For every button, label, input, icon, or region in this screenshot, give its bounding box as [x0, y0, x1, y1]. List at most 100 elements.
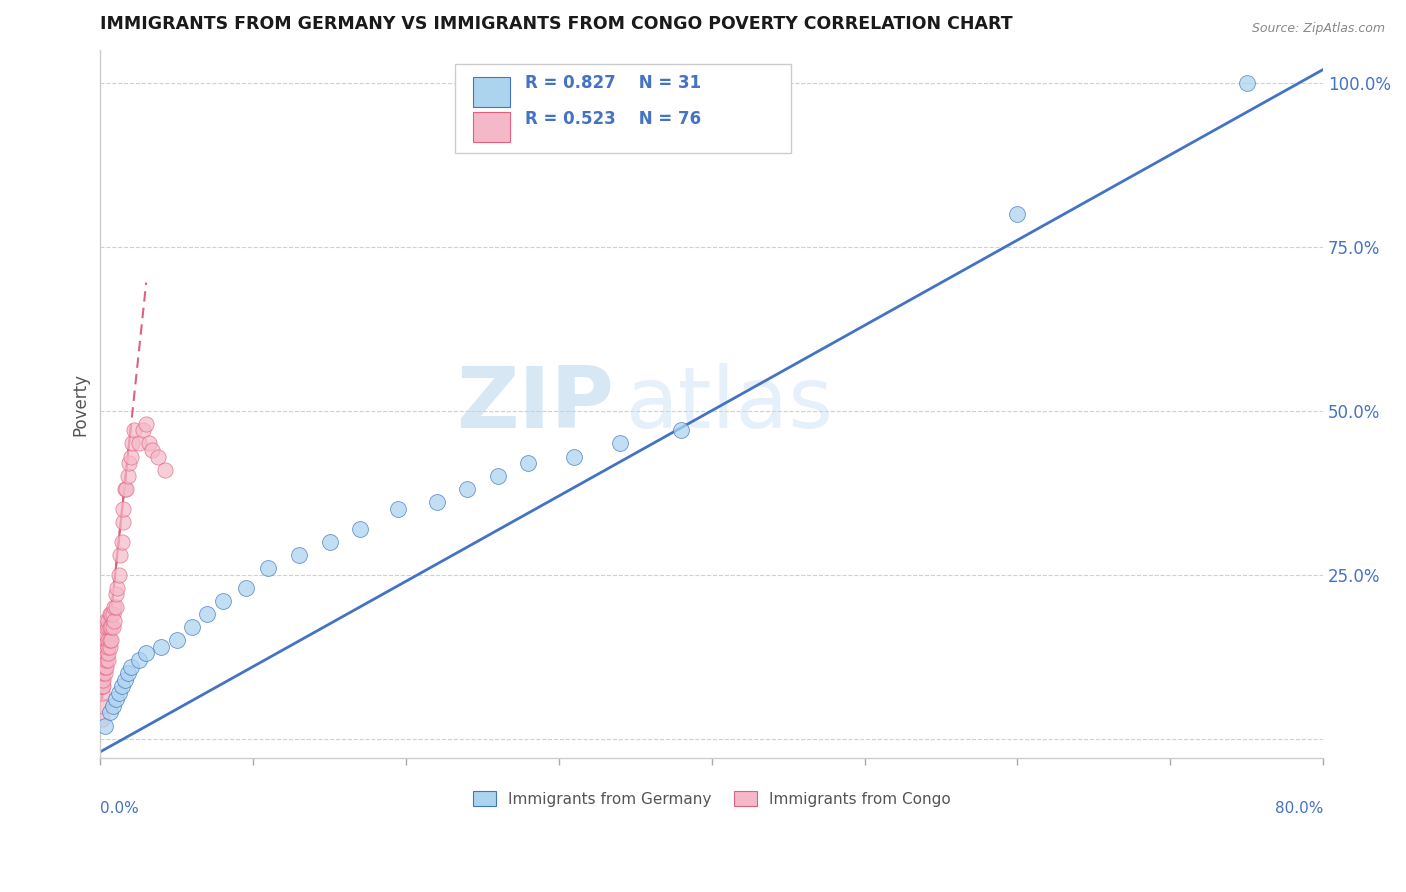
Point: [96, 646, 118, 660]
Point: [97, 640, 120, 654]
Point: [94, 640, 117, 654]
Point: [115, 483, 138, 497]
Point: [97, 620, 120, 634]
Point: [96, 633, 118, 648]
Point: [426, 495, 449, 509]
Point: [141, 442, 163, 457]
Point: [94, 633, 117, 648]
Point: [128, 436, 150, 450]
Point: [93, 646, 115, 660]
Point: [103, 600, 125, 615]
Point: [387, 502, 409, 516]
Point: [93, 646, 115, 660]
Point: [318, 534, 340, 549]
Point: [93, 640, 115, 654]
Point: [96, 659, 118, 673]
Point: [117, 666, 139, 681]
Point: [94, 666, 117, 681]
Point: [93, 640, 115, 654]
Point: [94, 626, 117, 640]
Point: [609, 436, 631, 450]
Point: [98, 640, 121, 654]
Point: [257, 561, 280, 575]
Point: [104, 692, 127, 706]
Point: [107, 567, 129, 582]
Point: [96, 620, 118, 634]
Point: [128, 653, 150, 667]
Point: [288, 548, 311, 562]
Point: [104, 587, 127, 601]
FancyBboxPatch shape: [456, 64, 792, 153]
Point: [90, 673, 112, 687]
Text: Source: ZipAtlas.com: Source: ZipAtlas.com: [1251, 22, 1385, 36]
Point: [107, 686, 129, 700]
Point: [456, 483, 478, 497]
Text: IMMIGRANTS FROM GERMANY VS IMMIGRANTS FROM CONGO POVERTY CORRELATION CHART: IMMIGRANTS FROM GERMANY VS IMMIGRANTS FR…: [100, 15, 1012, 33]
Point: [114, 673, 136, 687]
Point: [112, 502, 135, 516]
Point: [111, 534, 134, 549]
Point: [90, 659, 112, 673]
Point: [90, 679, 112, 693]
Point: [90, 698, 112, 713]
Point: [138, 436, 160, 450]
Point: [93, 679, 115, 693]
Bar: [474, 77, 510, 106]
Point: [93, 659, 115, 673]
Point: [105, 581, 128, 595]
Point: [94, 653, 117, 667]
Point: [486, 469, 509, 483]
Point: [104, 600, 127, 615]
Point: [101, 607, 124, 621]
Point: [90, 666, 112, 681]
Point: [97, 646, 120, 660]
Point: [90, 712, 112, 726]
Point: [90, 666, 112, 681]
Point: [122, 423, 145, 437]
Point: [93, 659, 115, 673]
Point: [349, 522, 371, 536]
Point: [100, 607, 122, 621]
Text: R = 0.523    N = 76: R = 0.523 N = 76: [524, 110, 700, 128]
Point: [120, 450, 142, 464]
Point: [94, 626, 117, 640]
Legend: Immigrants from Germany, Immigrants from Congo: Immigrants from Germany, Immigrants from…: [465, 784, 959, 814]
Point: [517, 456, 540, 470]
Point: [100, 620, 122, 634]
Point: [98, 607, 121, 621]
Point: [103, 614, 125, 628]
Point: [135, 646, 157, 660]
Point: [195, 607, 218, 621]
Point: [114, 483, 136, 497]
Text: atlas: atlas: [626, 362, 834, 446]
Point: [97, 614, 120, 628]
Point: [121, 436, 143, 450]
Point: [97, 633, 120, 648]
Text: ZIP: ZIP: [456, 362, 614, 446]
Point: [93, 673, 115, 687]
Point: [96, 626, 118, 640]
Point: [112, 515, 135, 529]
Point: [98, 620, 121, 634]
Point: [94, 659, 117, 673]
Point: [96, 640, 118, 654]
Text: 80.0%: 80.0%: [1275, 801, 1323, 816]
Point: [90, 673, 112, 687]
Point: [1236, 76, 1258, 90]
Point: [120, 659, 142, 673]
Point: [100, 633, 122, 648]
Point: [94, 718, 117, 732]
Point: [94, 646, 117, 660]
Point: [166, 633, 188, 648]
Point: [235, 581, 257, 595]
Point: [211, 594, 233, 608]
Text: 0.0%: 0.0%: [100, 801, 139, 816]
Point: [93, 653, 115, 667]
Point: [1007, 207, 1029, 221]
Point: [90, 686, 112, 700]
Point: [93, 653, 115, 667]
Point: [135, 417, 157, 431]
Point: [98, 706, 121, 720]
Point: [97, 653, 120, 667]
Point: [153, 463, 176, 477]
